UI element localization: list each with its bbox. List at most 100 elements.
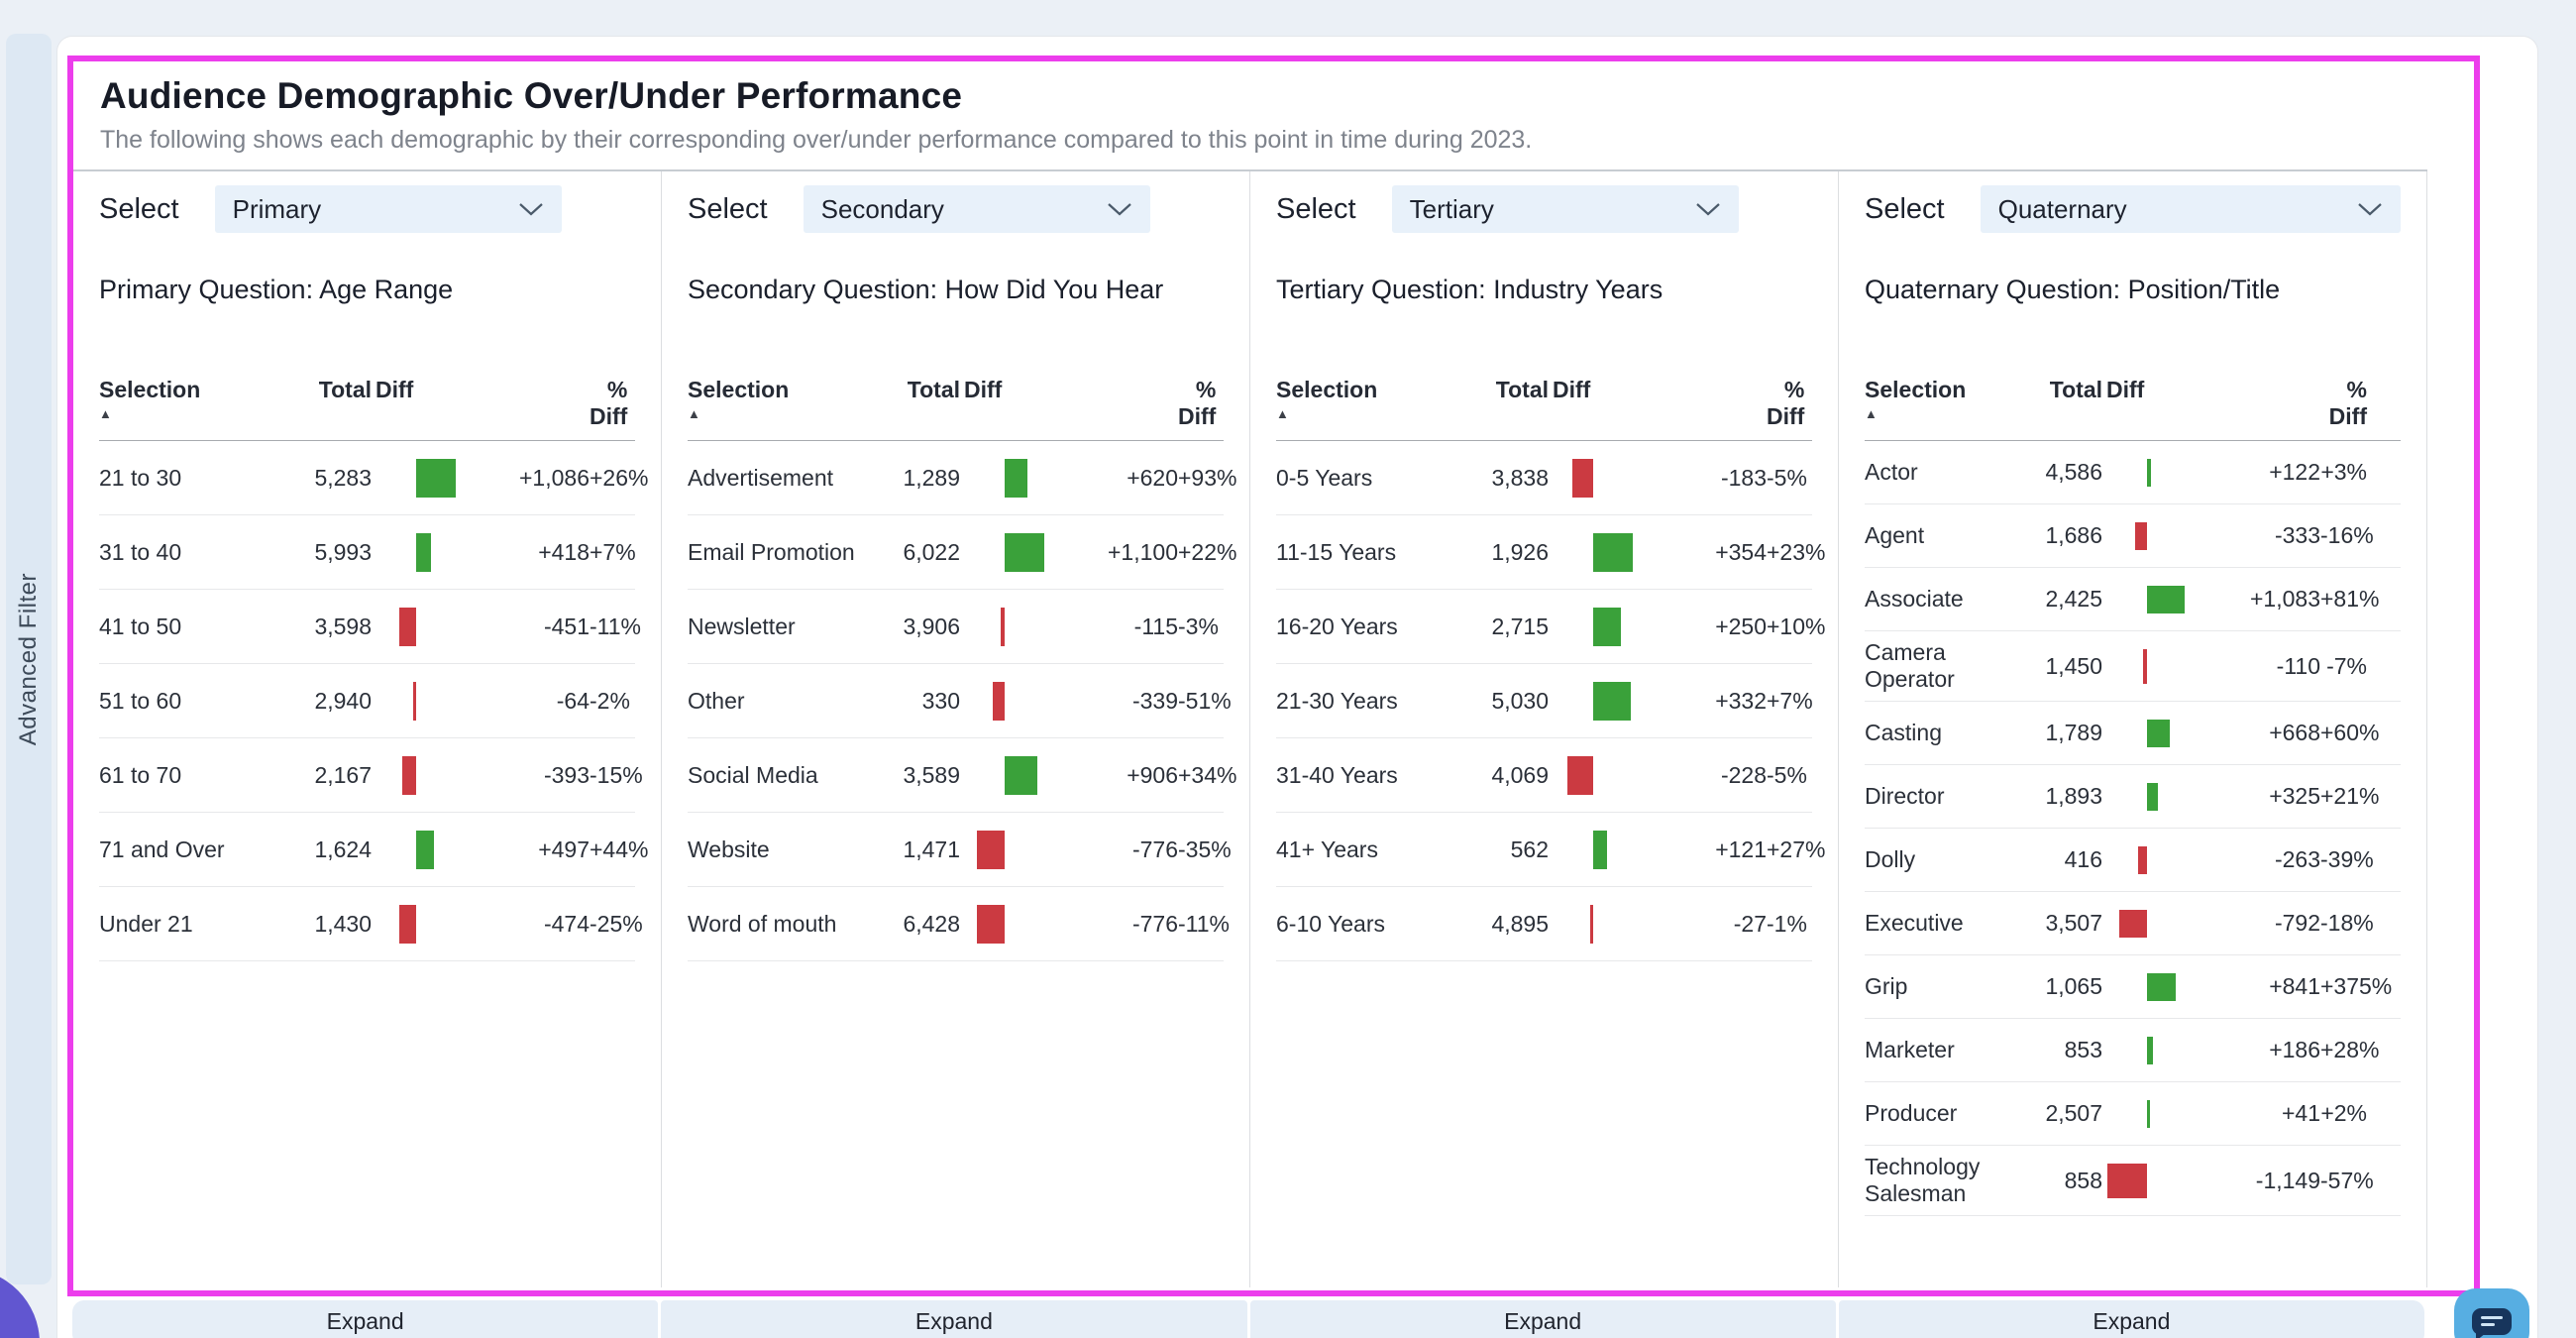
row-pct-value: -35% (1178, 836, 1232, 862)
diff-bar-cell (960, 904, 1079, 944)
table-row[interactable]: Producer 2,507 +41 +2% (1865, 1082, 2401, 1146)
table-row[interactable]: Newsletter 3,906 -115 -3% (688, 590, 1224, 664)
question-dropdown[interactable]: Primary (214, 185, 562, 233)
dropdown-selected-value: Primary (232, 193, 322, 224)
table-row[interactable]: 21-30 Years 5,030 +332 +7% (1276, 664, 1813, 738)
diff-bar-cell (2102, 521, 2221, 550)
header-diff[interactable]: Diff (2106, 377, 2145, 402)
table-row[interactable]: 16-20 Years 2,715 +250 +10% (1276, 590, 1825, 664)
table-row[interactable]: Director 1,893 +325 +21% (1865, 765, 2401, 829)
header-total[interactable]: Total (907, 377, 960, 402)
diff-bar-negative (1567, 755, 1593, 795)
expand-button[interactable]: Expand (72, 1300, 659, 1338)
row-total-value: 562 (1510, 836, 1549, 862)
table-row[interactable]: Marketer 853 +186 +28% (1865, 1019, 2401, 1082)
diff-bar-cell (2102, 1099, 2221, 1128)
advanced-filter-handle[interactable]: Advanced Filter (6, 34, 52, 1284)
select-row: Select Primary (99, 185, 635, 233)
header-pct-diff[interactable]: % Diff (1767, 377, 1805, 429)
chat-button[interactable] (2454, 1288, 2529, 1338)
row-pct-value: -51% (1178, 687, 1232, 714)
table-row[interactable]: 0-5 Years 3,838 -183 -5% (1276, 441, 1812, 515)
diff-bar-positive (1005, 755, 1037, 795)
row-total-value: 6,428 (903, 910, 960, 937)
row-total-value: 2,507 (2045, 1100, 2102, 1126)
chevron-down-icon (518, 202, 543, 215)
header-selection[interactable]: Selection ▲ (99, 377, 282, 420)
header-pct-diff[interactable]: % Diff (1178, 377, 1217, 429)
demographic-panel: Select Quaternary Quaternary Question: P… (1839, 171, 2427, 1287)
row-total-value: 4,586 (2045, 459, 2102, 485)
table-row[interactable]: 31-40 Years 4,069 -228 -5% (1276, 738, 1812, 813)
question-dropdown[interactable]: Secondary (803, 185, 1150, 233)
row-diff-value: +122 (2269, 459, 2320, 485)
diff-bar-positive (2147, 1099, 2150, 1128)
table-row[interactable]: 51 to 60 2,940 -64 -2% (99, 664, 635, 738)
row-pct-value: +21% (2320, 783, 2380, 809)
expand-button[interactable]: Expand (1838, 1300, 2424, 1338)
header-pct-diff[interactable]: % Diff (2328, 377, 2367, 429)
question-dropdown[interactable]: Tertiary (1391, 185, 1739, 233)
diff-bar-positive (1593, 681, 1631, 721)
diff-bar-positive (2147, 458, 2151, 487)
header-total[interactable]: Total (318, 377, 372, 402)
header-pct-diff[interactable]: % Diff (590, 377, 628, 429)
header-diff[interactable]: Diff (964, 377, 1003, 402)
row-total-value: 3,838 (1491, 464, 1549, 491)
row-selection-label: Under 21 (99, 910, 193, 937)
chat-bubble-icon (2472, 1307, 2512, 1338)
table-row[interactable]: Technology Salesman 858 -1,149 -57% (1865, 1146, 2401, 1216)
question-title: Primary Question: Age Range (99, 275, 454, 304)
expand-button[interactable]: Expand (661, 1300, 1247, 1338)
row-pct-value: +28% (2320, 1037, 2380, 1062)
table-row[interactable]: Advertisement 1,289 +620 +93% (688, 441, 1236, 515)
table-row[interactable]: 61 to 70 2,167 -393 -15% (99, 738, 643, 813)
header-total[interactable]: Total (1495, 377, 1549, 402)
table-row[interactable]: Dolly 416 -263 -39% (1865, 829, 2401, 892)
select-label: Select (1276, 192, 1356, 225)
header-selection[interactable]: Selection ▲ (688, 377, 871, 420)
table-row[interactable]: Associate 2,425 +1,083 +81% (1865, 568, 2401, 631)
row-total-value: 3,906 (903, 613, 960, 639)
header-diff[interactable]: Diff (376, 377, 414, 402)
table-row[interactable]: Email Promotion 6,022 +1,100 +22% (688, 515, 1236, 590)
table-row[interactable]: Grip 1,065 +841 +375% (1865, 955, 2401, 1019)
header-selection[interactable]: Selection ▲ (1276, 377, 1459, 420)
table-header-row: Selection ▲ Total Diff % Diff (1865, 377, 2401, 441)
header-selection[interactable]: Selection ▲ (1865, 377, 2013, 420)
row-pct-value: +81% (2320, 586, 2380, 612)
row-diff-value: +1,086 (519, 464, 590, 491)
table-row[interactable]: Actor 4,586 +122 +3% (1865, 441, 2401, 504)
table-row[interactable]: Website 1,471 -776 -35% (688, 813, 1232, 887)
row-diff-value: -451 (543, 613, 590, 639)
table-body: Advertisement 1,289 +620 +93% Email Prom… (688, 441, 1236, 961)
row-selection-label: Advertisement (688, 464, 834, 491)
diff-bar-negative (977, 830, 1005, 869)
diff-bar-negative (2138, 845, 2147, 874)
table-row[interactable]: 41+ Years 562 +121 +27% (1276, 813, 1825, 887)
row-selection-label: Dolly (1865, 846, 1916, 872)
table-row[interactable]: Executive 3,507 -792 -18% (1865, 892, 2401, 955)
table-row[interactable]: 71 and Over 1,624 +497 +44% (99, 813, 648, 887)
row-pct-value: -5% (1767, 761, 1807, 788)
table-row[interactable]: Other 330 -339 -51% (688, 664, 1232, 738)
question-dropdown[interactable]: Quaternary (1980, 185, 2401, 233)
row-diff-value: +354 (1715, 538, 1767, 565)
table-row[interactable]: 21 to 30 5,283 +1,086 +26% (99, 441, 648, 515)
header-total[interactable]: Total (2049, 377, 2102, 402)
row-diff-value: -1,149 (2255, 1167, 2320, 1193)
table-row[interactable]: 11-15 Years 1,926 +354 +23% (1276, 515, 1825, 590)
table-row[interactable]: 6-10 Years 4,895 -27 -1% (1276, 887, 1812, 961)
table-row[interactable]: 31 to 40 5,993 +418 +7% (99, 515, 636, 590)
table-body: 0-5 Years 3,838 -183 -5% 11-15 Years 1,9… (1276, 441, 1825, 961)
table-row[interactable]: Word of mouth 6,428 -776 -11% (688, 887, 1230, 961)
table-row[interactable]: 41 to 50 3,598 -451 -11% (99, 590, 641, 664)
table-row[interactable]: Agent 1,686 -333 -16% (1865, 504, 2401, 568)
expand-button[interactable]: Expand (1249, 1300, 1836, 1338)
table-row[interactable]: Under 21 1,430 -474 -25% (99, 887, 643, 961)
select-label: Select (688, 192, 768, 225)
header-diff[interactable]: Diff (1553, 377, 1591, 402)
table-row[interactable]: Camera Operator 1,450 -110 -7% (1865, 631, 2401, 702)
table-row[interactable]: Social Media 3,589 +906 +34% (688, 738, 1236, 813)
table-row[interactable]: Casting 1,789 +668 +60% (1865, 702, 2401, 765)
